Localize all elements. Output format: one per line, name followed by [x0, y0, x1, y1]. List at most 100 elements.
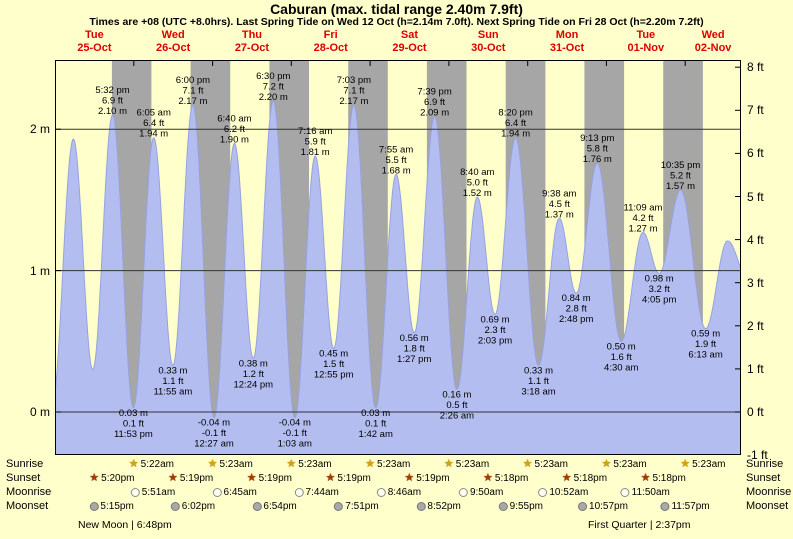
tide-high-label: 4.5 ft [549, 199, 570, 210]
sunrise-time-text: 5:23am [455, 459, 490, 470]
moonset-time-text: 6:02pm [181, 501, 216, 512]
sunset-time: ★ 5:19pm [326, 472, 371, 485]
moonrise-time-text: 6:45am [223, 487, 257, 498]
tide-low-label: 2.8 ft [566, 304, 587, 315]
row-label-left-moonset: Moonset [6, 500, 49, 512]
sunrise-star-icon: ★ [680, 458, 691, 470]
tide-high-label: 6.4 ft [505, 118, 526, 129]
sunset-star-icon: ★ [246, 472, 257, 484]
sunrise-time: ★ 5:23am [444, 458, 489, 471]
tide-low-label: -0.1 ft [283, 428, 308, 439]
tide-low-label: 0.1 ft [123, 418, 144, 429]
tide-high-label: 2.09 m [420, 108, 449, 119]
tide-low-label: 12:27 am [194, 439, 234, 450]
moonrise-time: 10:52am [538, 486, 588, 499]
tide-high-label: 5.8 ft [587, 144, 608, 155]
moonrise-circle-icon [376, 488, 386, 497]
y-axis-label-ft: 5 ft [747, 189, 764, 204]
tide-curve [54, 100, 742, 419]
tide-low-label: 11:53 pm [114, 429, 153, 440]
sunrise-time-text: 5:23am [219, 459, 253, 470]
tide-high-label: 6:05 am [137, 108, 171, 119]
y-axis-label-m: 2 m [29, 122, 50, 137]
sunset-time: ★ 5:18pm [641, 472, 686, 485]
tide-high-label: 5.0 ft [467, 178, 488, 189]
moonset-time-text: 6:54pm [263, 501, 297, 512]
tide-high-label: 10:35 pm [661, 160, 701, 171]
tide-low-label: 0.69 m [480, 314, 509, 325]
sunset-star-icon: ★ [167, 472, 178, 484]
sunrise-time: ★ 5:23am [365, 458, 410, 471]
tide-low-label: 2.3 ft [484, 325, 505, 336]
tide-low-label: 1.9 ft [695, 339, 716, 350]
tide-area [55, 101, 741, 455]
row-label-left-sunrise: Sunrise [6, 458, 44, 470]
moonset-circle-icon [334, 502, 344, 511]
sunrise-time: ★ 5:23am [286, 458, 331, 471]
tide-high-label: 5.9 ft [305, 137, 326, 148]
sunset-time: ★ 5:19pm [404, 472, 449, 485]
tide-high-label: 1.52 m [463, 188, 492, 199]
tide-low-label: 12:24 pm [233, 379, 273, 390]
moonrise-time: 7:44am [294, 486, 339, 499]
moonrise-time: 8:46am [376, 486, 422, 499]
tide-low-label: -0.1 ft [202, 428, 227, 439]
moon-phase-new-moon: New Moon | 6:48pm [78, 519, 172, 531]
sunrise-time-text: 5:23am [613, 459, 647, 470]
moonset-time: 6:02pm [170, 500, 216, 513]
tide-low-label: 1:03 am [278, 439, 312, 450]
tide-low-label: 1.2 ft [243, 369, 264, 380]
row-label-right-sunrise: Sunrise [746, 458, 784, 470]
sunset-star-icon: ★ [325, 472, 336, 484]
tide-low-label: 0.5 ft [446, 400, 467, 411]
tide-high-label: 1.94 m [501, 129, 530, 140]
sunrise-star-icon: ★ [443, 458, 454, 470]
sunset-time-text: 5:18pm [652, 473, 686, 484]
tide-high-label: 8:40 am [460, 167, 494, 178]
moonset-time-text: 10:57pm [589, 501, 628, 512]
row-label-left-sunset: Sunset [6, 472, 41, 484]
tide-high-label: 1.90 m [220, 134, 249, 145]
y-axis-label-ft: 1 ft [747, 361, 764, 376]
tide-low-label: 0.56 m [400, 333, 429, 344]
y-axis-label-ft: 6 ft [747, 146, 764, 161]
tide-high-label: 8:20 pm [498, 108, 532, 119]
sunset-time-text: 5:19pm [337, 473, 371, 484]
tide-high-label: 7:16 am [298, 126, 332, 137]
sunset-time: ★ 5:19pm [168, 472, 213, 485]
page-subtitle: Times are +08 (UTC +8.0hrs). Last Spring… [89, 16, 704, 28]
tide-low-label: 4:30 am [604, 362, 638, 373]
moonrise-time: 6:45am [212, 486, 257, 499]
tide-high-label: 4.2 ft [632, 213, 653, 224]
sunset-star-icon: ★ [561, 472, 572, 484]
moonrise-circle-icon [538, 488, 548, 497]
day-label: Fri 28-Oct [313, 29, 348, 55]
tide-low-label: 0.84 m [562, 293, 591, 304]
tide-low-label: 1.8 ft [404, 343, 425, 354]
tide-low-label: 0.16 m [442, 389, 471, 400]
moonset-time-text: 8:52pm [427, 501, 461, 512]
moonset-time-text: 7:51pm [345, 501, 379, 512]
sunrise-star-icon: ★ [365, 458, 376, 470]
sunset-star-icon: ★ [89, 472, 100, 484]
sunset-time-text: 5:19pm [258, 473, 293, 484]
sunset-time-text: 5:19pm [416, 473, 450, 484]
tide-low-label: 0.59 m [691, 329, 720, 340]
tide-low-label: 1.5 ft [323, 359, 344, 370]
tide-high-label: 7:03 pm [337, 75, 371, 86]
moonset-time-text: 9:55pm [509, 501, 543, 512]
sunset-time-text: 5:19pm [179, 473, 214, 484]
tide-high-label: 2.17 m [178, 96, 207, 107]
moonrise-time: 5:51am [130, 486, 175, 499]
moonset-time-text: 11:57pm [671, 501, 710, 512]
tide-high-label: 7:55 am [379, 144, 413, 155]
tide-high-label: 5.2 ft [670, 171, 691, 182]
tide-low-label: 1.6 ft [611, 352, 632, 363]
sunrise-time-text: 5:23am [534, 459, 568, 470]
moonset-circle-icon [578, 502, 588, 511]
moon-phase-first-quarter: First Quarter | 2:37pm [588, 519, 691, 531]
moonrise-time-text: 8:46am [387, 487, 422, 498]
sunrise-time: ★ 5:23am [680, 458, 725, 471]
